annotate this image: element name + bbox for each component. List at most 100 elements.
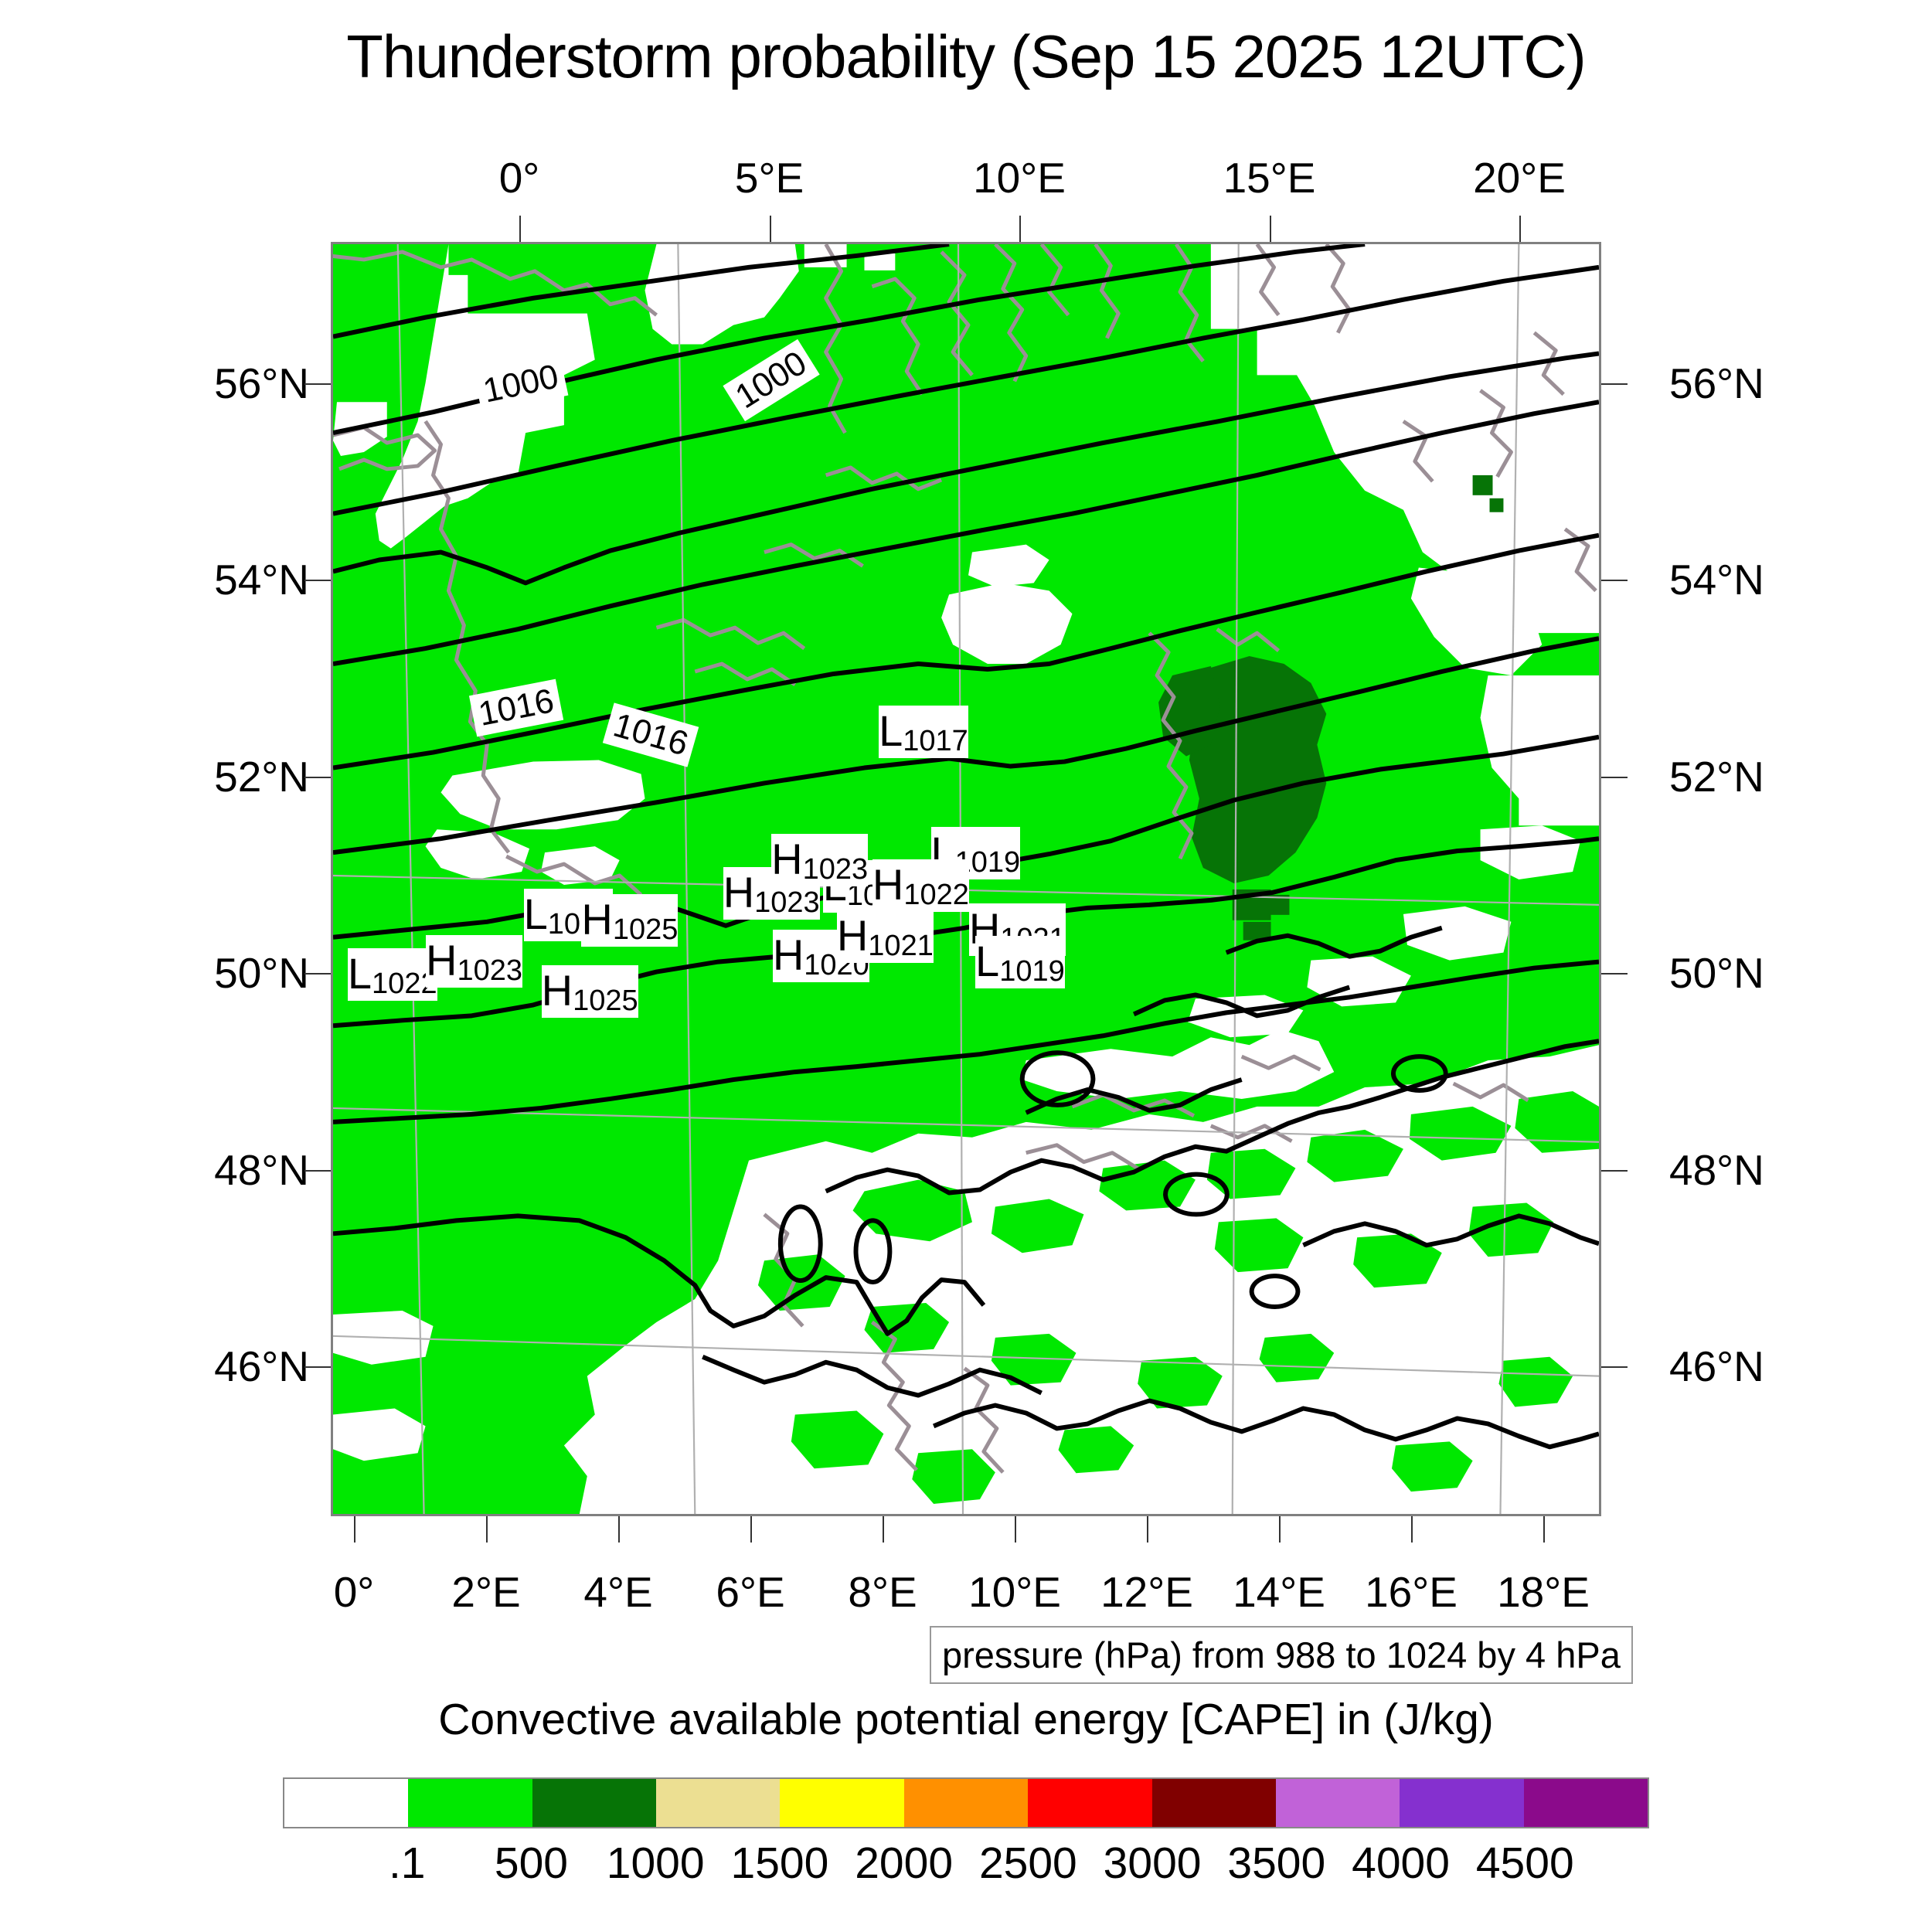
colorbar-segment-3[interactable] [656,1779,781,1827]
top-tick-mark-3 [1269,216,1271,242]
left-tick-label-4: 48°N [214,1145,309,1194]
bottom-tick-label-5: 10°E [968,1568,1061,1616]
pressure-center-type: H [772,930,804,980]
colorbar-segment-6[interactable] [1028,1779,1152,1827]
left-tick-label-2: 52°N [214,752,309,801]
left-tick-label-5: 46°N [214,1342,309,1390]
pressure-center-h-1023-7: H1023 [771,834,869,887]
pressure-center-type: H [771,835,803,884]
colorbar-label-2: 1000 [606,1838,705,1888]
colorbar-label-9: 4500 [1475,1838,1574,1888]
colorbar-segment-2[interactable] [532,1779,657,1827]
colorbar-caption: Convective available potential energy [C… [438,1695,1494,1744]
right-tick-mark-0 [1601,383,1628,385]
pressure-center-h-1021-11: H1021 [836,910,934,964]
colorbar-label-1: 500 [494,1838,569,1888]
top-tick-mark-2 [1019,216,1021,242]
left-tick-label-1: 54°N [214,556,309,604]
pressure-center-h-1022-9: H1022 [872,859,969,913]
right-tick-label-5: 46°N [1669,1342,1764,1390]
pressure-center-h-1025-4: H1025 [541,965,638,1019]
pressure-center-h-1020-10: H1020 [772,930,869,983]
colorbar-label-7: 3500 [1227,1838,1326,1888]
pressure-center-value: 1025 [612,913,679,946]
top-tick-label-3: 15°E [1223,154,1316,202]
pressure-center-value: 1022 [903,879,969,912]
pressure-center-value: 1021 [868,930,934,963]
right-tick-mark-1 [1601,580,1628,582]
colorbar-segment-4[interactable] [780,1779,904,1827]
colorbar-label-5: 2500 [978,1838,1077,1888]
pressure-note: pressure (hPa) from 988 to 1024 by 4 hPa [930,1626,1633,1684]
map-plot-area[interactable]: 1000 1000 1016 1016 L1022 H1023 L1019 H1025 H10… [331,242,1601,1516]
colorbar-segment-7[interactable] [1151,1779,1276,1827]
pressure-center-value: 1023 [457,954,522,987]
top-tick-label-4: 20°E [1473,154,1566,202]
colorbar-segment-10[interactable] [1523,1779,1648,1827]
page-title: Thunderstorm probability (Sep 15 2025 12… [346,22,1586,90]
map-canvas [333,244,1599,1514]
top-tick-mark-1 [769,216,771,242]
right-tick-label-4: 48°N [1669,1145,1764,1194]
graticule [333,244,1599,1514]
pressure-center-value: 1023 [802,853,869,886]
left-tick-label-0: 56°N [214,359,309,407]
colorbar-label-0: .1 [388,1838,426,1888]
bottom-tick-mark-2 [618,1516,620,1543]
left-tick-mark-1 [304,580,331,582]
colorbar-segment-8[interactable] [1275,1779,1400,1827]
left-tick-mark-0 [304,383,331,385]
top-tick-mark-4 [1519,216,1521,242]
right-tick-mark-4 [1601,1169,1628,1172]
right-tick-label-1: 54°N [1669,556,1764,604]
bottom-tick-mark-9 [1543,1516,1545,1543]
bottom-tick-label-9: 18°E [1497,1568,1590,1616]
bottom-tick-label-2: 4°E [583,1568,653,1616]
pressure-center-value: 1017 [903,724,968,757]
cape-500-1000-region [1026,474,1504,945]
right-tick-mark-2 [1601,776,1628,778]
colorbar-segment-9[interactable] [1400,1779,1524,1827]
left-tick-label-3: 50°N [214,949,309,998]
pressure-center-value: 1023 [754,886,820,919]
colorbar-segment-1[interactable] [408,1779,532,1827]
bottom-tick-mark-4 [883,1516,884,1543]
pressure-center-type: H [581,894,613,944]
bottom-tick-label-1: 2°E [451,1568,521,1616]
bottom-tick-mark-0 [354,1516,355,1543]
right-tick-label-2: 52°N [1669,752,1764,801]
left-tick-mark-4 [304,1169,331,1172]
bottom-tick-mark-8 [1411,1516,1413,1543]
pressure-center-l-1019-13: L1019 [975,935,1065,988]
top-tick-label-2: 10°E [973,154,1066,202]
bottom-tick-label-4: 8°E [848,1568,917,1616]
colorbar[interactable] [283,1777,1649,1828]
bottom-tick-mark-7 [1279,1516,1281,1543]
right-tick-mark-3 [1601,973,1628,975]
bottom-tick-label-7: 14°E [1233,1568,1325,1616]
bottom-tick-label-6: 12°E [1100,1568,1193,1616]
right-tick-mark-5 [1601,1366,1628,1368]
right-tick-label-3: 50°N [1669,949,1764,998]
top-tick-mark-0 [519,216,521,242]
pressure-center-type: L [523,889,548,939]
bottom-tick-label-0: 0° [333,1568,375,1616]
pressure-center-l-1017-14: L1017 [879,705,968,758]
colorbar-tick-labels: .1 500 1000 1500 2000 2500 3000 3500 4000 4500 [283,1838,1649,1892]
pressure-center-type: L [347,949,372,998]
colorbar-label-8: 4000 [1352,1838,1450,1888]
colorbar-segment-0[interactable] [284,1779,409,1827]
pressure-center-value: 1019 [999,954,1065,988]
bottom-tick-mark-1 [486,1516,488,1543]
pressure-center-l-1022-0: L1022 [347,948,437,1002]
pressure-center-type: H [723,867,755,917]
bottom-tick-mark-5 [1015,1516,1016,1543]
pressure-center-type: H [836,911,869,961]
left-tick-mark-2 [304,776,331,778]
pressure-center-h-1025-3: H1025 [581,893,679,947]
colorbar-label-6: 3000 [1103,1838,1202,1888]
pressure-center-value: 1025 [573,985,638,1018]
left-tick-mark-3 [304,973,331,975]
bottom-tick-label-3: 6°E [716,1568,785,1616]
colorbar-segment-5[interactable] [903,1779,1029,1827]
